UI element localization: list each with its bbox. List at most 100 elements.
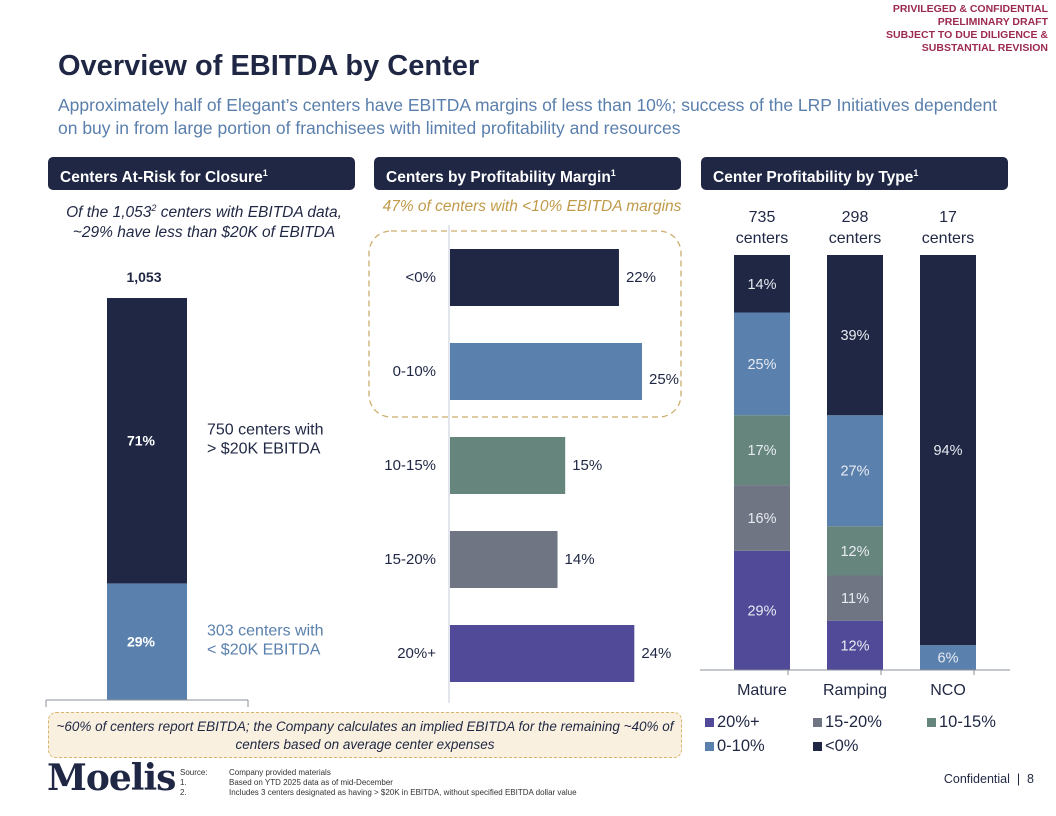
footnote-2: 2. Includes 3 centers designated as havin… — [180, 788, 577, 798]
category-label: 15-20% — [384, 551, 436, 568]
legend-swatch-icon — [813, 742, 822, 751]
section-header-label: Centers At-Risk for Closure — [60, 169, 263, 186]
bar-value-label: 22% — [626, 269, 656, 286]
bar — [450, 437, 566, 494]
footnote-key: 2. — [180, 788, 187, 797]
confidentiality-stamp: PRIVILEGED & CONFIDENTIAL PRELIMINARY DR… — [886, 3, 1048, 55]
category-label: Mature — [737, 682, 787, 699]
footnote-ref: 1 — [913, 168, 919, 178]
segment-value-label: 17% — [747, 443, 776, 459]
section-header-profitability-type: Center Profitability by Type1 — [701, 157, 1008, 190]
section-header-profitability-margin: Centers by Profitability Margin1 — [374, 157, 681, 190]
legend-item: 0-10% — [705, 737, 765, 756]
legend-label: <0% — [825, 737, 859, 755]
category-count-unit: centers — [829, 230, 881, 247]
footnote-source: Source: Company provided materials — [180, 768, 577, 778]
stacked-bar-segment — [827, 620, 883, 670]
at-risk-caption: Of the 1,0532 centers with EBITDA data, … — [60, 198, 348, 243]
segment-annotation: < $20K EBITDA — [207, 642, 321, 659]
bar-value-label: 15% — [572, 457, 602, 474]
bar-value-label: 25% — [649, 371, 679, 388]
stamp-line: PRELIMINARY DRAFT — [937, 16, 1048, 28]
bar-value-label: 24% — [641, 645, 671, 662]
footnote-text: Includes 3 centers designated as having … — [229, 788, 577, 797]
category-label: Ramping — [823, 682, 887, 699]
bar — [450, 625, 635, 682]
footnote-ref: 1 — [610, 168, 616, 178]
segment-value-label: 12% — [840, 544, 869, 560]
caption-text: Of the 1,053 — [66, 204, 152, 222]
stacked-bar-segment — [107, 583, 187, 700]
stacked-bar-segment — [734, 485, 790, 551]
legend-label: 10-15% — [939, 713, 996, 731]
bar-value-label: 14% — [565, 551, 595, 568]
segment-value-label: 39% — [840, 328, 869, 344]
category-count: 17 — [939, 209, 957, 226]
legend-swatch-icon — [705, 742, 714, 751]
footnote-1: 1. Based on YTD 2025 data as of mid-Decem… — [180, 778, 577, 788]
segment-value-label: 29% — [747, 603, 776, 619]
category-label: NCO — [930, 682, 966, 699]
segment-value-label: 16% — [747, 511, 776, 527]
stacked-bar-segment — [920, 645, 976, 670]
ebitda-callout: ~60% of centers report EBITDA; the Compa… — [48, 712, 682, 758]
legend-item: <0% — [813, 737, 858, 756]
highlight-box — [368, 230, 682, 418]
confidential-label: Confidential — [943, 772, 1010, 786]
stacked-bar-segment — [107, 298, 187, 584]
footnote-text: Company provided materials — [229, 768, 331, 777]
segment-annotation: > $20K EBITDA — [207, 441, 321, 458]
section-header-at-risk: Centers At-Risk for Closure1 — [48, 157, 355, 190]
segment-annotation: 303 centers with — [207, 623, 324, 640]
page-number: 8 — [1027, 772, 1034, 786]
legend-swatch-icon — [705, 718, 714, 727]
category-label: 20%+ — [397, 645, 436, 662]
stacked-bar-segment — [827, 255, 883, 416]
legend-swatch-icon — [927, 718, 936, 727]
stamp-line: PRIVILEGED & CONFIDENTIAL — [892, 3, 1048, 15]
margin-caption: 47% of centers with <10% EBITDA margins — [382, 198, 682, 215]
segment-value-label: 71% — [127, 433, 156, 449]
category-count: 735 — [749, 209, 776, 226]
footnote-key: Source: — [180, 768, 208, 777]
footer-separator: | — [1016, 772, 1021, 786]
legend-label: 15-20% — [825, 713, 882, 731]
at-risk-chart: 1,053 29% 303 centers with < $20K EBITDA 71%… — [45, 269, 324, 707]
category-label: 0-10% — [393, 363, 436, 380]
stamp-line: SUBJECT TO DUE DILIGENCE & — [886, 29, 1048, 41]
category-label: <0% — [406, 269, 436, 286]
legend-label: 20%+ — [717, 713, 760, 731]
legend-item: 10-15% — [927, 713, 996, 732]
segment-value-label: 94% — [933, 443, 962, 459]
page-subtitle: Approximately half of Elegant’s centers … — [58, 95, 998, 138]
legend-item: 20%+ — [705, 713, 760, 732]
stacked-bar-segment — [734, 415, 790, 486]
stacked-bar-segment — [827, 526, 883, 576]
category-count-unit: centers — [922, 230, 974, 247]
stacked-bar-segment — [827, 415, 883, 527]
footnotes: Source: Company provided materials 1. Base… — [180, 768, 577, 798]
stacked-bar-segment — [827, 575, 883, 621]
section-header-label: Center Profitability by Type — [713, 169, 914, 186]
stacked-bar-segment — [734, 550, 790, 670]
footnote-ref: 1 — [262, 168, 268, 178]
footnote-text: Based on YTD 2025 data as of mid-Decembe… — [229, 778, 393, 787]
category-count: 298 — [842, 209, 869, 226]
section-header-label: Centers by Profitability Margin — [386, 169, 611, 186]
segment-value-label: 6% — [938, 651, 959, 667]
page-title: Overview of EBITDA by Center — [58, 50, 480, 82]
category-count-unit: centers — [736, 230, 788, 247]
bar — [450, 531, 558, 588]
total-label: 1,053 — [126, 269, 161, 285]
bar — [450, 249, 619, 306]
profitability-by-type-chart: 735 centers 29% 16% 17% 25% 14% Mature 298 center… — [700, 209, 1010, 699]
stamp-line: SUBSTANTIAL REVISION — [921, 42, 1048, 54]
bar — [450, 343, 642, 400]
legend-label: 0-10% — [717, 737, 765, 755]
stacked-bar-segment — [734, 255, 790, 313]
segment-value-label: 14% — [747, 277, 776, 293]
page-footer: Confidential | 8 — [944, 772, 1034, 786]
category-label: 10-15% — [384, 457, 436, 474]
legend-swatch-icon — [813, 718, 822, 727]
profitability-margin-chart: <0% 22% 0-10% 25% 10-15% 15% 15-20% 14% 20%+ 24% — [368, 225, 682, 703]
